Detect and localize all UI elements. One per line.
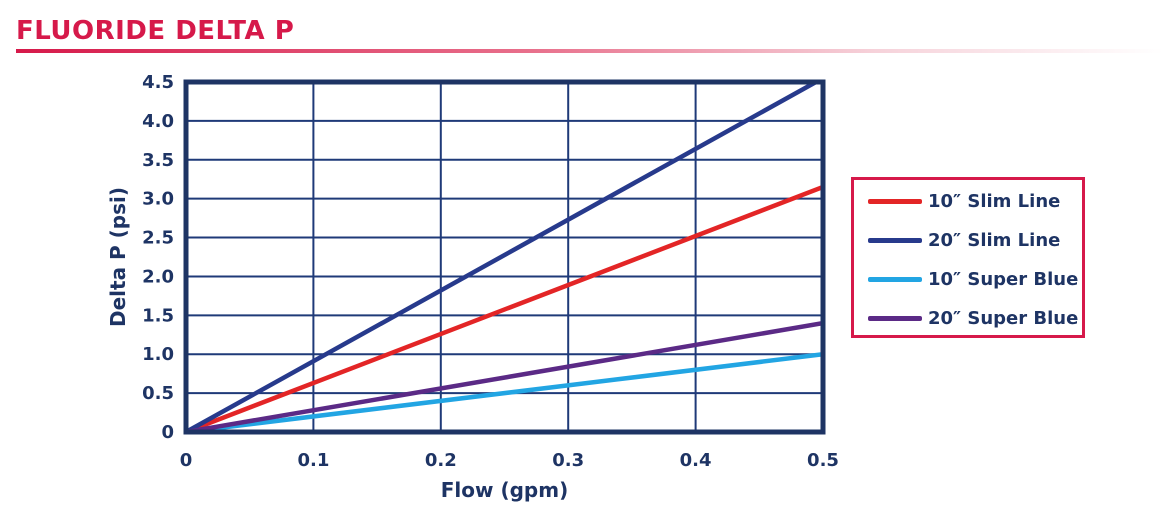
y-tick-labels: 0 0.5 1.0 1.5 2.0 2.5 3.0 3.5 4.0 4.5 bbox=[142, 72, 174, 443]
legend-swatch bbox=[868, 276, 922, 282]
x-axis-label: Flow (gpm) bbox=[441, 478, 568, 502]
legend-swatch bbox=[868, 315, 922, 321]
title-rule bbox=[16, 49, 1163, 53]
legend-item-20-super-blue: 20″ Super Blue bbox=[868, 305, 1078, 331]
legend-swatch bbox=[868, 237, 922, 243]
series-lines bbox=[186, 82, 823, 432]
x-tick-label: 0.4 bbox=[680, 450, 712, 471]
y-tick-label: 4.0 bbox=[142, 111, 174, 132]
series-line-3 bbox=[186, 320, 823, 432]
y-tick-label: 4.5 bbox=[142, 72, 174, 93]
legend-label: 20″ Super Blue bbox=[928, 307, 1079, 329]
page-title: FLUORIDE DELTA P bbox=[16, 16, 295, 46]
legend-label: 20″ Slim Line bbox=[928, 229, 1061, 251]
series-line-1 bbox=[186, 82, 821, 432]
y-tick-label: 1.5 bbox=[142, 305, 174, 326]
plot-frame bbox=[183, 79, 826, 435]
grid-lines bbox=[186, 82, 823, 432]
legend-item-20-slim-line: 20″ Slim Line bbox=[868, 227, 1060, 253]
series-line-2 bbox=[186, 351, 823, 432]
y-axis-label: Delta P (psi) bbox=[106, 187, 130, 327]
legend-item-10-super-blue: 10″ Super Blue bbox=[868, 266, 1078, 292]
legend-label: 10″ Slim Line bbox=[928, 190, 1061, 212]
y-tick-label: 1.0 bbox=[142, 344, 174, 365]
legend: 10″ Slim Line 20″ Slim Line 10″ Super Bl… bbox=[851, 177, 1085, 338]
y-tick-label: 2.5 bbox=[142, 228, 174, 249]
x-tick-label: 0 bbox=[180, 450, 193, 471]
x-tick-label: 0.2 bbox=[425, 450, 457, 471]
y-tick-label: 0 bbox=[161, 422, 174, 443]
y-tick-label: 2.0 bbox=[142, 266, 174, 287]
y-tick-label: 3.5 bbox=[142, 150, 174, 171]
x-tick-labels: 0 0.1 0.2 0.3 0.4 0.5 bbox=[180, 450, 839, 471]
y-tick-label: 0.5 bbox=[142, 383, 174, 404]
x-tick-label: 0.3 bbox=[552, 450, 584, 471]
legend-swatch bbox=[868, 198, 922, 204]
legend-item-10-slim-line: 10″ Slim Line bbox=[868, 188, 1060, 214]
x-tick-label: 0.5 bbox=[807, 450, 839, 471]
x-tick-label: 0.1 bbox=[297, 450, 329, 471]
legend-label: 10″ Super Blue bbox=[928, 268, 1079, 290]
y-tick-label: 3.0 bbox=[142, 189, 174, 210]
series-line-0 bbox=[186, 184, 823, 432]
